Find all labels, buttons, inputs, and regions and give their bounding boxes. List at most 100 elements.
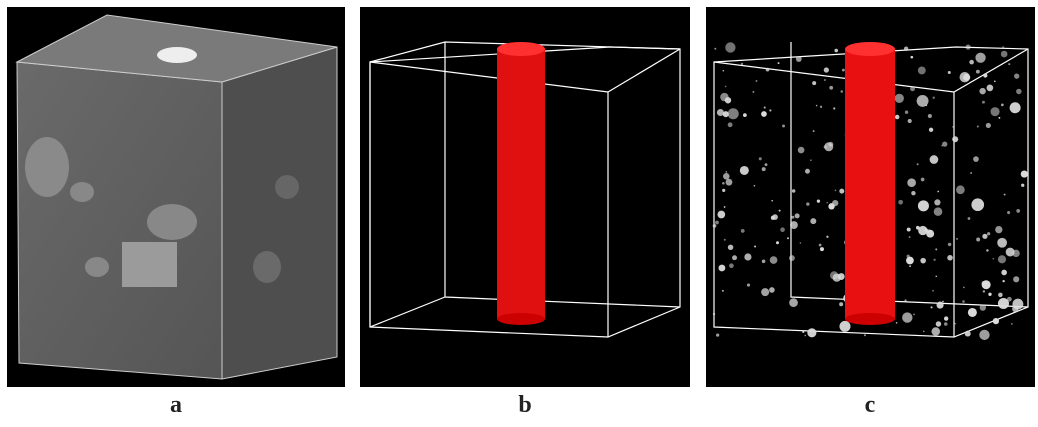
particle xyxy=(732,255,738,261)
particle xyxy=(764,163,768,167)
particle xyxy=(769,287,775,293)
particle xyxy=(979,329,990,341)
particle xyxy=(956,185,965,195)
particle xyxy=(963,73,971,81)
particle xyxy=(906,256,914,265)
particle xyxy=(815,104,818,107)
particle xyxy=(725,178,733,186)
particle xyxy=(712,224,717,228)
particle xyxy=(927,113,932,119)
particle xyxy=(740,62,744,66)
particle xyxy=(776,241,779,245)
particle xyxy=(920,177,925,182)
particle xyxy=(932,289,934,292)
particle xyxy=(1001,103,1004,107)
particle xyxy=(916,94,929,107)
particle xyxy=(911,190,916,196)
particle xyxy=(761,111,767,117)
particle xyxy=(778,209,781,212)
particle xyxy=(935,321,942,327)
particle xyxy=(964,330,971,337)
particle xyxy=(794,213,800,219)
particle xyxy=(952,126,954,128)
particle xyxy=(829,85,834,90)
particle xyxy=(913,313,915,316)
particle xyxy=(954,322,957,325)
particle xyxy=(922,330,925,333)
particle xyxy=(721,289,724,292)
particle xyxy=(769,256,778,264)
particle xyxy=(1012,305,1019,313)
particle xyxy=(926,229,935,238)
particle xyxy=(933,258,936,261)
particle xyxy=(984,281,988,285)
particle xyxy=(981,280,991,290)
particle xyxy=(1014,73,1020,79)
particle xyxy=(729,263,734,269)
particle xyxy=(894,93,904,104)
particle xyxy=(812,81,817,86)
particle xyxy=(820,247,824,252)
particle xyxy=(979,304,987,311)
particle xyxy=(722,172,730,180)
particle xyxy=(723,238,726,241)
particle xyxy=(816,199,821,203)
particle xyxy=(995,225,1003,234)
particle xyxy=(722,188,726,192)
particle xyxy=(722,181,725,185)
particle xyxy=(908,236,911,239)
particle xyxy=(975,52,986,63)
particle xyxy=(1005,247,1015,257)
particle xyxy=(828,203,835,210)
particle xyxy=(714,47,717,50)
particle xyxy=(795,56,802,62)
particle xyxy=(823,67,829,73)
particle xyxy=(935,275,938,278)
particle xyxy=(810,159,812,162)
particle xyxy=(916,163,919,166)
particle xyxy=(724,97,732,104)
particle xyxy=(903,46,909,51)
particle xyxy=(812,130,815,133)
particle xyxy=(761,288,770,297)
particle xyxy=(971,198,985,212)
particle xyxy=(1007,211,1011,215)
particle xyxy=(791,189,796,193)
particle xyxy=(941,144,943,147)
particle xyxy=(824,142,834,152)
particle xyxy=(895,321,898,324)
particle xyxy=(915,225,920,230)
particle xyxy=(712,312,716,316)
panel-c-image xyxy=(706,7,1035,387)
particle xyxy=(929,155,939,164)
panel-label: b xyxy=(518,392,532,418)
particle xyxy=(1003,193,1006,196)
panel-a-image xyxy=(7,7,345,387)
particle xyxy=(772,214,778,220)
particle xyxy=(799,242,802,244)
particle xyxy=(933,207,943,216)
particle xyxy=(752,90,755,93)
particle xyxy=(727,122,733,128)
particle xyxy=(1002,279,1005,283)
particle xyxy=(936,301,944,309)
particle xyxy=(725,171,728,173)
particle xyxy=(723,206,726,208)
particle xyxy=(1008,63,1011,66)
particle xyxy=(937,190,940,193)
particle xyxy=(962,286,965,289)
particle xyxy=(935,248,938,251)
particle xyxy=(965,44,971,50)
particle xyxy=(956,237,959,240)
particle xyxy=(839,188,845,194)
particle xyxy=(992,257,995,260)
panel-label: a xyxy=(170,392,182,418)
particle xyxy=(739,165,749,175)
particle xyxy=(823,145,827,149)
particle xyxy=(906,227,911,232)
particle xyxy=(790,221,798,229)
particle xyxy=(982,290,986,293)
particle xyxy=(722,111,729,118)
particle xyxy=(947,70,951,74)
